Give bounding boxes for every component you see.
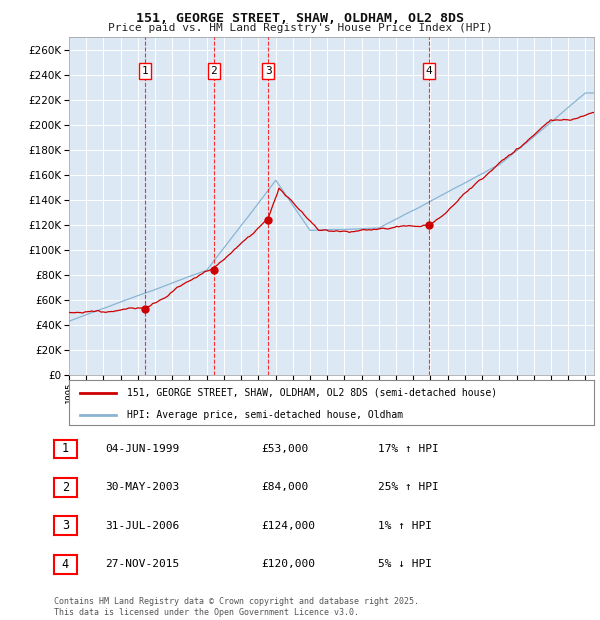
Text: 25% ↑ HPI: 25% ↑ HPI [378, 482, 439, 492]
Text: 3: 3 [62, 520, 69, 532]
Text: 31-JUL-2006: 31-JUL-2006 [105, 521, 179, 531]
Text: 3: 3 [265, 66, 272, 76]
Text: £120,000: £120,000 [261, 559, 315, 569]
Text: HPI: Average price, semi-detached house, Oldham: HPI: Average price, semi-detached house,… [127, 410, 403, 420]
Text: 1: 1 [62, 443, 69, 455]
Text: £124,000: £124,000 [261, 521, 315, 531]
Text: 1: 1 [142, 66, 149, 76]
Text: Price paid vs. HM Land Registry's House Price Index (HPI): Price paid vs. HM Land Registry's House … [107, 23, 493, 33]
Text: 1% ↑ HPI: 1% ↑ HPI [378, 521, 432, 531]
Text: 151, GEORGE STREET, SHAW, OLDHAM, OL2 8DS: 151, GEORGE STREET, SHAW, OLDHAM, OL2 8D… [136, 12, 464, 25]
Text: 4: 4 [62, 558, 69, 570]
Text: 30-MAY-2003: 30-MAY-2003 [105, 482, 179, 492]
Text: 27-NOV-2015: 27-NOV-2015 [105, 559, 179, 569]
Text: £84,000: £84,000 [261, 482, 308, 492]
Text: 2: 2 [211, 66, 217, 76]
Text: 17% ↑ HPI: 17% ↑ HPI [378, 444, 439, 454]
Text: 04-JUN-1999: 04-JUN-1999 [105, 444, 179, 454]
Text: 5% ↓ HPI: 5% ↓ HPI [378, 559, 432, 569]
Text: Contains HM Land Registry data © Crown copyright and database right 2025.
This d: Contains HM Land Registry data © Crown c… [54, 598, 419, 617]
Text: 4: 4 [425, 66, 432, 76]
Text: £53,000: £53,000 [261, 444, 308, 454]
Text: 151, GEORGE STREET, SHAW, OLDHAM, OL2 8DS (semi-detached house): 151, GEORGE STREET, SHAW, OLDHAM, OL2 8D… [127, 388, 497, 397]
Text: 2: 2 [62, 481, 69, 494]
